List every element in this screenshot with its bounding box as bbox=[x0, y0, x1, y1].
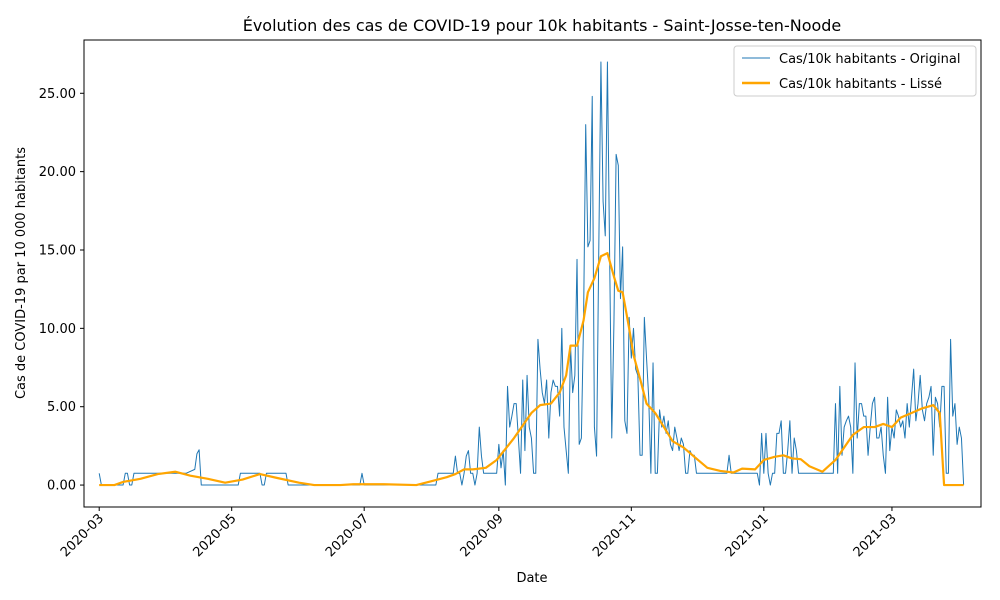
legend-label-smoothed: Cas/10k habitants - Lissé bbox=[779, 77, 942, 92]
legend: Cas/10k habitants - Original Cas/10k hab… bbox=[733, 45, 977, 97]
x-axis: 2020-03 2020-05 2020-07 2020-09 2020-11 2021-… bbox=[58, 507, 900, 560]
y-tick-label: 20.00 bbox=[39, 165, 76, 180]
x-axis-label: Date bbox=[516, 571, 547, 586]
x-tick-label: 2020-05 bbox=[190, 511, 239, 560]
x-tick-label: 2020-11 bbox=[590, 511, 639, 560]
plot-frame bbox=[83, 39, 982, 508]
y-tick-label: 5.00 bbox=[47, 400, 76, 415]
x-tick-label: 2020-03 bbox=[58, 511, 107, 560]
x-tick-label: 2021-03 bbox=[851, 511, 900, 560]
y-tick-label: 0.00 bbox=[47, 479, 76, 494]
legend-label-original: Cas/10k habitants - Original bbox=[779, 52, 960, 67]
series-layer bbox=[98, 61, 965, 487]
x-tick-label: 2020-09 bbox=[458, 511, 507, 560]
y-tick-label: 15.00 bbox=[39, 243, 76, 258]
x-tick-label: 2020-07 bbox=[323, 511, 372, 560]
y-tick-label: 10.00 bbox=[39, 322, 76, 337]
y-axis: 0.00 5.00 10.00 15.00 20.00 25.00 bbox=[39, 87, 84, 494]
y-axis-label: Cas de COVID-19 par 10 000 habitants bbox=[14, 147, 29, 399]
series-line-smoothed bbox=[99, 252, 964, 487]
x-tick-label: 2021-01 bbox=[723, 511, 772, 560]
series-line-original bbox=[98, 61, 965, 486]
y-tick-label: 25.00 bbox=[39, 87, 76, 102]
legend-box bbox=[733, 45, 977, 97]
chart-title: Évolution des cas de COVID-19 pour 10k h… bbox=[243, 16, 842, 35]
